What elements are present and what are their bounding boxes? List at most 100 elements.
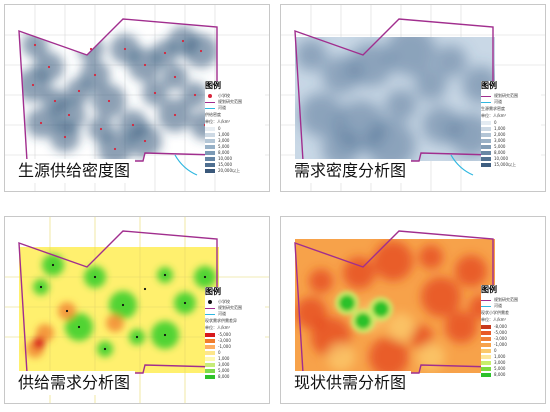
density-blob <box>415 69 447 101</box>
school-marker <box>163 51 167 55</box>
legend-ramp-item: 15,000以上 <box>481 162 541 168</box>
boundary-line-icon <box>481 95 491 97</box>
school-marker <box>53 99 57 103</box>
legend-swatch <box>481 145 491 149</box>
supply-density-surface <box>19 26 217 161</box>
deficit-blob <box>419 245 443 269</box>
school-marker <box>39 121 43 125</box>
school-marker <box>47 65 51 69</box>
legend-item-boundary: 规划研究范围 <box>205 305 265 311</box>
school-marker <box>199 49 203 53</box>
legend-ramp-item: 5,000 <box>481 366 541 372</box>
legend-swatch <box>205 157 215 161</box>
school-marker <box>163 333 167 337</box>
legend-ramp-item: 10,000 <box>205 156 265 162</box>
school-marker <box>77 89 81 93</box>
deficit-blob <box>106 314 124 332</box>
legend-swatch <box>205 357 215 361</box>
legend-ramp-item: 15,000 <box>205 162 265 168</box>
legend-ramp-item: 1,000 <box>205 356 265 362</box>
school-marker <box>153 91 157 95</box>
legend-item-river: 河道 <box>205 105 265 111</box>
school-marker <box>143 287 147 291</box>
legend-swatch-label: 8,000 <box>218 374 230 379</box>
legend-swatch-label: 3,000 <box>494 138 506 143</box>
legend-swatch-label: 1,000 <box>218 132 230 137</box>
neutral-blob <box>417 343 445 371</box>
legend-ramp-item: -5,000 <box>205 332 265 338</box>
legend-swatch <box>481 367 491 371</box>
legend-swatch-label: 15,000 <box>218 162 232 167</box>
school-markers <box>31 39 207 151</box>
legend-ramp-item: -1,000 <box>205 344 265 350</box>
legend-ramp: 0 1,000 3,000 5,000 8,000 10,000 15,000 20,000以… <box>205 126 265 174</box>
legend-item-school: 小学校 <box>205 93 265 99</box>
legend-swatch <box>481 133 491 137</box>
legend-ramp-item: 5,000 <box>205 144 265 150</box>
map-panel-supply-density: 图例 小学校 规划研究范围 河道 供给密度 单位：人/km² 0 1,000 3,0… <box>4 4 270 192</box>
legend-unit: 单位：人/km² <box>205 325 231 330</box>
legend-swatch <box>481 325 491 329</box>
school-marker <box>173 113 177 117</box>
legend-swatch-label: 20,000以上 <box>218 168 240 173</box>
surplus-core <box>355 313 371 329</box>
legend-swatch <box>205 163 215 167</box>
legend-swatch-label: -3,000 <box>218 338 231 343</box>
current-balance-surface <box>295 241 493 373</box>
school-marker <box>77 325 81 329</box>
map-legend: 图例 规划研究范围 河道 生源需求密度 单位：人/km² 0 1,000 2,000… <box>481 81 541 168</box>
legend-swatch <box>481 373 491 377</box>
map-canvas <box>5 5 269 191</box>
school-marker <box>203 275 207 279</box>
boundary-line-icon <box>205 101 215 103</box>
legend-swatch-label: -5,000 <box>218 332 231 337</box>
legend-title: 图例 <box>205 287 221 296</box>
legend-swatch-label: 8,000 <box>218 150 230 155</box>
legend-unit: 单位：人/km² <box>481 113 507 118</box>
legend-ramp-item: 0 <box>481 348 541 354</box>
legend-ramp-item: 0 <box>481 120 541 126</box>
density-blob <box>386 37 436 76</box>
legend-ramp-item: 3,000 <box>481 360 541 366</box>
legend-ramp-item: 8,000 <box>481 150 541 156</box>
density-blob <box>366 120 416 161</box>
legend-item-school: 小学校 <box>205 299 265 305</box>
legend-swatch <box>205 363 215 367</box>
legend-ramp-item: 8,000 <box>205 150 265 156</box>
school-marker <box>33 43 37 47</box>
legend-ramp-item: 3,000 <box>205 362 265 368</box>
map-panel-supply-demand: 图例 小学校 规划研究范围 河道 现状需求供需差异 单位：人/km² -5,00… <box>4 216 270 404</box>
legend-swatch <box>205 351 215 355</box>
legend-title: 图例 <box>481 285 497 294</box>
deficit-blob <box>409 325 433 349</box>
deficit-blob <box>421 277 461 317</box>
legend-swatch <box>481 361 491 365</box>
density-blob <box>299 93 343 137</box>
legend-swatch-label: 10,000 <box>218 156 232 161</box>
map-canvas <box>5 217 269 403</box>
map-canvas <box>294 230 495 374</box>
legend-swatch-label: 5,000 <box>494 144 506 149</box>
boundary-line-icon <box>481 299 491 301</box>
legend-swatch <box>481 163 491 167</box>
deficit-blob <box>373 241 413 281</box>
legend-swatch-label: 0 <box>218 126 221 131</box>
legend-subtitle: 生源需求密度 <box>481 106 505 111</box>
legend-ramp-item: 0 <box>205 350 265 356</box>
legend-ramp-item: 3,000 <box>205 138 265 144</box>
legend-ramp-item: -5,000 <box>481 330 541 336</box>
legend-swatch-label: 5,000 <box>218 144 230 149</box>
demand-density-surface <box>295 37 495 161</box>
legend-swatch-label: 0 <box>494 348 497 353</box>
density-blob <box>435 45 467 77</box>
school-markers <box>39 263 207 351</box>
school-marker <box>173 75 177 79</box>
river-line-icon <box>205 313 215 315</box>
density-blob <box>385 89 417 121</box>
school-marker <box>93 275 97 279</box>
river-line-icon <box>481 305 491 307</box>
legend-swatch <box>481 355 491 359</box>
map-panel-current-balance: 图例 规划研究范围 河道 现状小学供需差 单位：人/km² -8,000 -5,0… <box>280 216 546 404</box>
school-marker <box>143 139 147 143</box>
legend-ramp-item: 20,000以上 <box>205 168 265 174</box>
